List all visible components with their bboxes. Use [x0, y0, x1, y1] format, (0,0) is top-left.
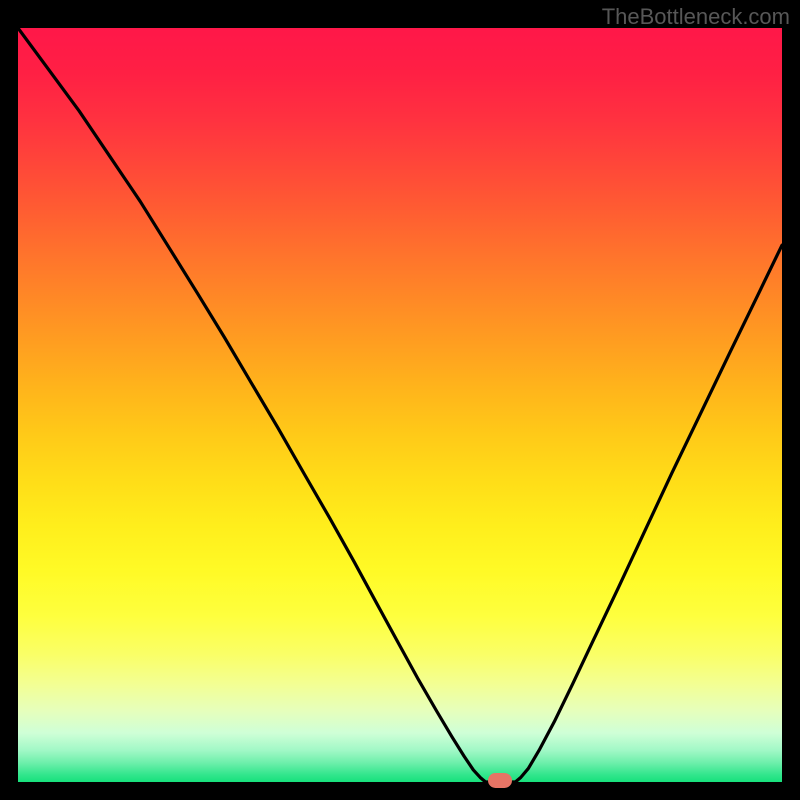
watermark-text: TheBottleneck.com	[602, 4, 790, 30]
chart-container: TheBottleneck.com	[0, 0, 800, 800]
plot-area	[18, 28, 782, 782]
optimum-marker	[488, 773, 512, 788]
bottleneck-curve	[18, 28, 782, 782]
